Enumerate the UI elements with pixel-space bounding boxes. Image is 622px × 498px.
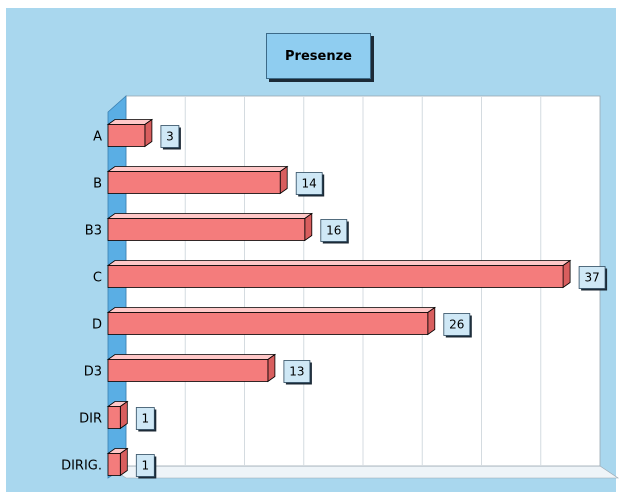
data-label: 14 [295, 172, 325, 197]
bar-front-face [107, 312, 429, 335]
bar-top-face [106, 354, 277, 360]
category-label: C [93, 271, 102, 286]
data-label-box [443, 313, 471, 336]
data-label-value: 13 [289, 365, 304, 379]
category-label: D3 [84, 365, 102, 380]
bar-b3 [106, 212, 314, 242]
bar-dirig [106, 447, 129, 477]
data-label-value: 1 [141, 459, 149, 473]
data-label-box [160, 125, 180, 148]
bars-group: A 3 B 14 B3 16 C 37 D 26 D3 13 DIR 1 DIRIG. 1 [61, 118, 608, 479]
data-label: 1 [135, 407, 157, 432]
bar-side-face [279, 165, 288, 195]
data-label: 1 [135, 454, 157, 479]
bar-front-face [107, 359, 269, 382]
data-label: 13 [283, 360, 312, 385]
data-label-box [135, 407, 155, 430]
category-label: B3 [85, 224, 102, 239]
data-label-box [135, 454, 155, 477]
bar-top-face [106, 166, 289, 172]
plot-floor [107, 465, 619, 479]
data-label-box [283, 360, 311, 383]
bar-side-face [427, 306, 436, 336]
bar-a [106, 118, 154, 148]
bar-top-face [106, 307, 437, 313]
bar-front-face [107, 453, 121, 476]
category-label: D [92, 318, 102, 333]
bar-front-face [107, 406, 121, 429]
data-label-value: 3 [166, 130, 174, 144]
bar-b [106, 165, 289, 195]
bar-d3 [106, 353, 277, 383]
bar-front-face [107, 265, 564, 288]
chart-title: Presenze [285, 48, 352, 64]
bar-top-face [106, 260, 572, 266]
bar-front-face [107, 171, 281, 194]
bar-side-face [267, 353, 276, 383]
bar-c [106, 259, 572, 289]
data-label-box [320, 219, 348, 242]
bar-d [106, 306, 437, 336]
data-label: 3 [160, 125, 181, 150]
bar-front-face [107, 218, 306, 241]
data-label-value: 26 [449, 318, 464, 332]
chart-title-box: Presenze [266, 33, 371, 79]
category-label: B [93, 177, 102, 192]
bar-dir [106, 400, 129, 430]
bar-front-face [107, 124, 146, 147]
bar-side-face [119, 400, 128, 430]
data-label-value: 16 [326, 224, 341, 238]
bar-side-face [119, 447, 128, 477]
bar-side-face [562, 259, 571, 289]
category-label: A [93, 130, 102, 145]
data-label-box [295, 172, 323, 195]
category-label: DIRIG. [61, 459, 102, 474]
bar-side-face [304, 212, 313, 242]
data-label: 37 [578, 266, 608, 291]
data-label-value: 37 [584, 271, 599, 285]
data-label: 16 [320, 219, 349, 244]
data-label-value: 1 [141, 412, 149, 426]
category-label: DIR [79, 412, 102, 427]
bar-top-face [106, 213, 314, 219]
bar-side-face [144, 118, 153, 148]
data-label: 26 [443, 313, 472, 338]
data-label-value: 14 [302, 177, 317, 191]
data-label-box [578, 266, 606, 289]
